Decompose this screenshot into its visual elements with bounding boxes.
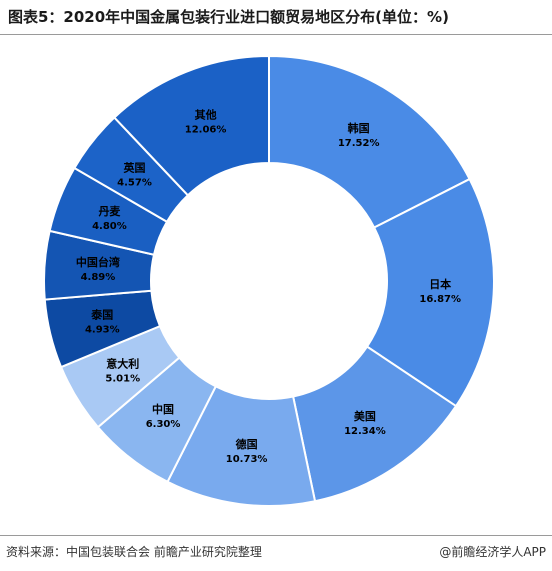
title-divider <box>0 34 552 35</box>
slice-label-value: 4.93% <box>85 324 120 335</box>
slice-label-value: 4.57% <box>117 178 152 189</box>
slice-label-name: 德国 <box>235 437 258 451</box>
slice-label-value: 12.06% <box>185 125 227 136</box>
slice-11 <box>112 54 270 197</box>
slice-label-value: 12.34% <box>344 426 386 437</box>
footer-divider <box>0 535 552 536</box>
slice-label-value: 5.01% <box>105 374 140 385</box>
slice-label-name: 中国 <box>152 402 174 416</box>
slice-label-name: 韩国 <box>348 121 370 135</box>
slice-label-name: 其他 <box>195 108 217 122</box>
donut-chart: 韩国 17.52% 日本 16.87% 美国 12.34% 德国 10.73% 中国 6.30% 意… <box>43 54 495 507</box>
source-note: 资料来源：中国包装联合会 前瞻产业研究院整理 <box>6 545 262 559</box>
slice-label-name: 丹麦 <box>98 204 121 218</box>
donut-labels: 韩国 17.52% 日本 16.87% 美国 12.34% 德国 10.73% 中国 6.30% 意… <box>76 108 461 465</box>
slice-label-name: 英国 <box>123 161 146 175</box>
slice-label-name: 美国 <box>354 409 376 423</box>
slice-label-name: 意大利 <box>106 357 139 371</box>
chart-title: 图表5：2020年中国金属包装行业进口额贸易地区分布(单位：%) <box>8 8 449 26</box>
slice-1 <box>268 54 471 229</box>
slice-label-value: 4.80% <box>92 221 127 232</box>
slice-label-value: 10.73% <box>226 454 268 465</box>
slice-label-name: 泰国 <box>90 307 113 321</box>
slice-label-value: 4.89% <box>81 272 116 283</box>
slice-label-name: 中国台湾 <box>76 255 120 269</box>
slice-label-name: 日本 <box>429 277 451 291</box>
slice-2 <box>365 177 495 408</box>
donut-slices <box>43 54 495 507</box>
brand-credit: @前瞻经济学人APP <box>439 545 546 559</box>
slice-label-value: 17.52% <box>338 138 380 149</box>
slice-label-value: 16.87% <box>419 294 461 305</box>
slice-label-value: 6.30% <box>146 419 181 430</box>
